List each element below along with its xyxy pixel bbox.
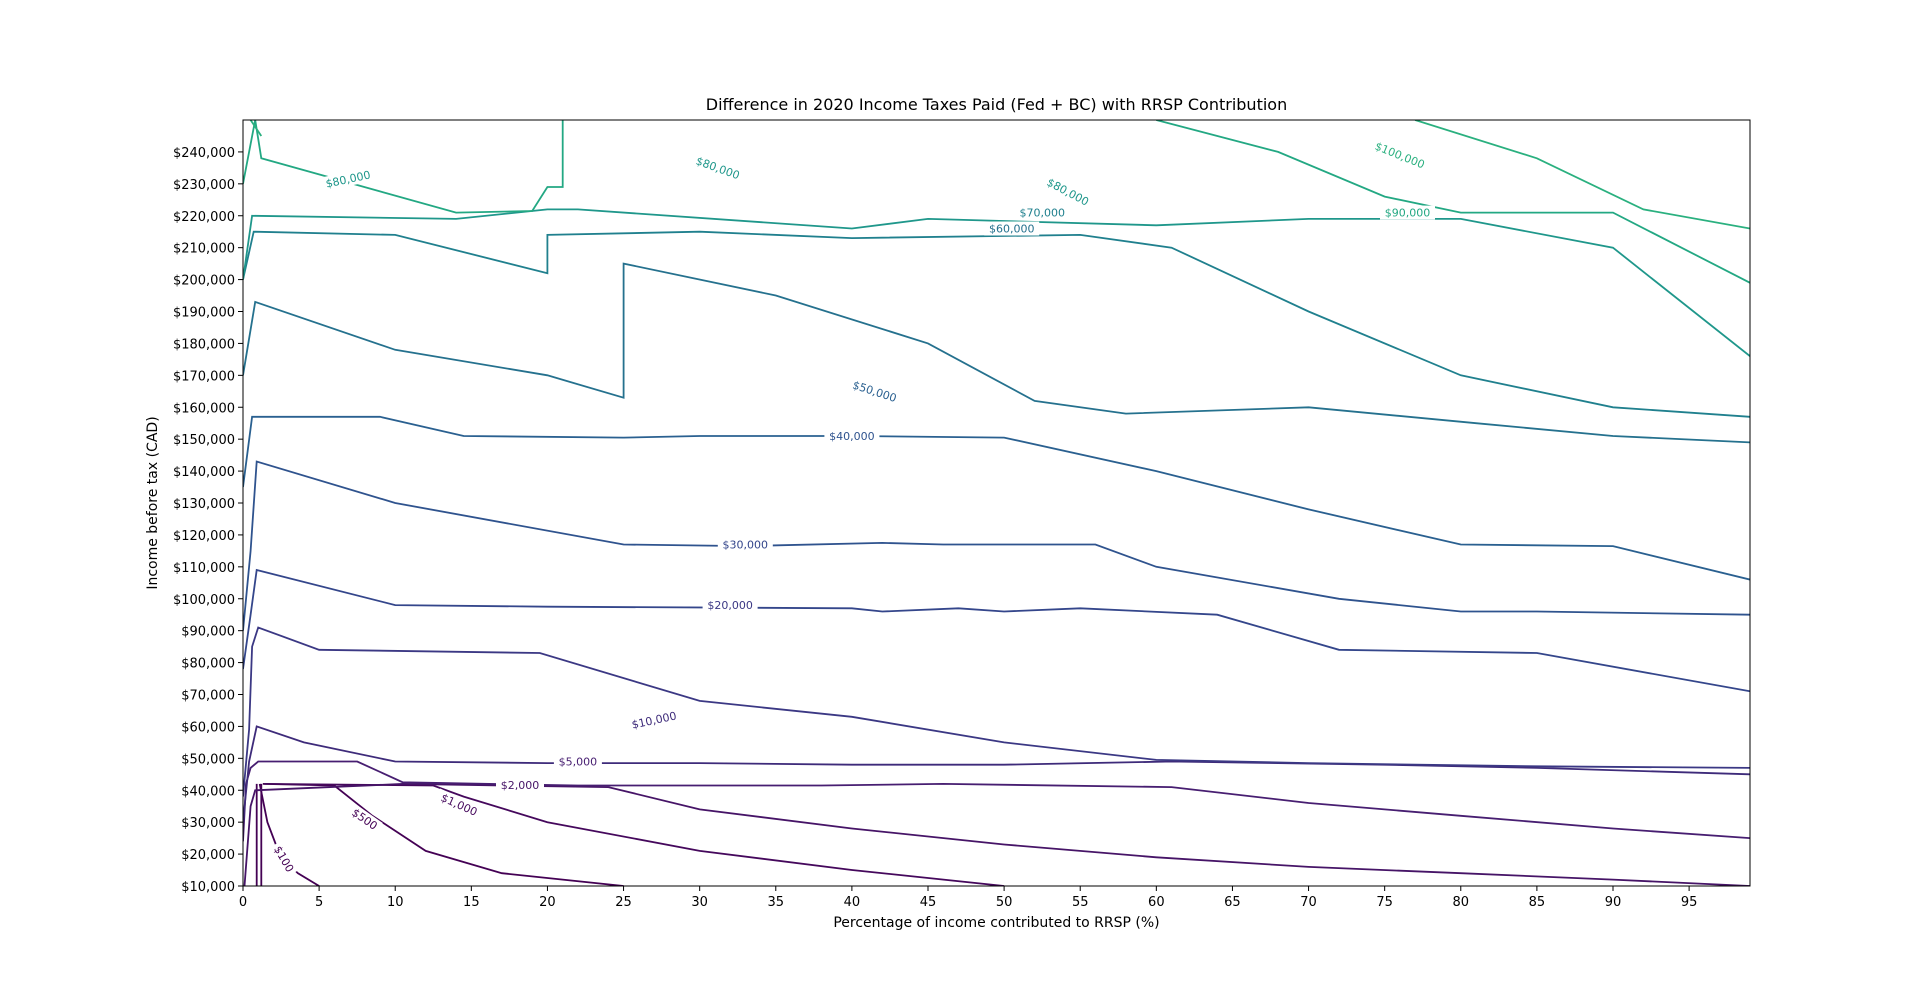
x-tick-label: 90 [1605, 895, 1622, 910]
x-tick-label: 45 [920, 895, 937, 910]
y-tick-label: $90,000 [181, 625, 235, 640]
x-tick-label: 20 [539, 895, 556, 910]
y-tick-label: $170,000 [173, 369, 235, 384]
y-tick-label: $140,000 [173, 465, 235, 480]
y-tick-label: $10,000 [181, 880, 235, 895]
x-tick-label: 95 [1681, 895, 1698, 910]
contour-label-9-0: $50,000 [851, 379, 898, 405]
contour-line-7-0 [243, 568, 1750, 693]
x-tick-label: 25 [615, 895, 632, 910]
contour-label-bg [625, 707, 683, 733]
x-tick-label: 40 [844, 895, 861, 910]
y-axis-label: Income before tax (CAD) [145, 416, 161, 589]
contour-line-11-0 [243, 230, 1750, 418]
x-tick-label: 55 [1072, 895, 1089, 910]
y-tick-label: $200,000 [173, 274, 235, 289]
contour-line-2-0 [264, 783, 1005, 886]
contour-label-11-0: $70,000 [1019, 207, 1065, 220]
contour-label-8-0: $40,000 [829, 430, 875, 443]
y-tick-label: $150,000 [173, 433, 235, 448]
y-tick-label: $50,000 [181, 752, 235, 767]
contour-label-bg [824, 429, 880, 443]
contour-line-3-0 [243, 782, 1750, 886]
chart-title: Difference in 2020 Income Taxes Paid (Fe… [706, 95, 1287, 114]
contour-label-12-2: $80,000 [1045, 176, 1091, 209]
y-tick-label: $160,000 [173, 401, 235, 416]
x-tick-label: 75 [1376, 895, 1393, 910]
contour-label-bg [319, 166, 377, 192]
contour-label-6-0: $20,000 [707, 599, 753, 612]
contour-label-10-0: $60,000 [989, 223, 1034, 236]
y-tick-label: $130,000 [173, 497, 235, 512]
contour-label-14-0: $100,000 [1373, 140, 1427, 172]
contour-line-14-1 [1414, 120, 1750, 230]
contour-line-6-0 [243, 626, 1750, 797]
x-tick-label: 65 [1224, 895, 1241, 910]
contour-label-bg [434, 788, 484, 821]
contour-label-bg [496, 777, 544, 792]
contour-label-bg [1380, 205, 1435, 220]
x-tick-label: 30 [691, 895, 708, 910]
x-tick-label: 10 [387, 895, 404, 910]
x-tick-label: 35 [768, 895, 785, 910]
x-tick-label: 50 [996, 895, 1013, 910]
y-tick-label: $230,000 [173, 178, 235, 193]
contour-label-bg [984, 221, 1040, 236]
contour-label-bg [702, 598, 758, 613]
y-tick-label: $240,000 [173, 146, 235, 161]
x-tick-label: 70 [1300, 895, 1317, 910]
contour-label-bg [689, 151, 747, 184]
x-tick-label: 0 [239, 895, 247, 910]
contour-label-bg [1368, 136, 1432, 174]
y-tick-label: $190,000 [173, 306, 235, 321]
contour-label-7-0: $30,000 [723, 539, 769, 552]
contour-line-10-0 [243, 262, 1750, 444]
contour-line-13-0 [243, 120, 564, 214]
contour-label-bg [553, 754, 602, 769]
contour-line-14-0 [249, 120, 263, 137]
contour-label-bg [717, 537, 773, 552]
contour-label-bg [1040, 172, 1096, 211]
contour-line-4-0 [243, 760, 1750, 842]
contour-label-bg [269, 840, 299, 878]
y-tick-label: $70,000 [181, 689, 235, 704]
y-tick-label: $80,000 [181, 657, 235, 672]
contour-label-3-0: $2,000 [501, 779, 540, 792]
y-tick-label: $100,000 [173, 593, 235, 608]
contour-label-13-0: $90,000 [1385, 207, 1431, 220]
contour-line-12-0 [243, 208, 1750, 357]
contour-label-12-1: $80,000 [694, 154, 741, 182]
y-tick-label: $40,000 [181, 784, 235, 799]
contour-line-8-0 [243, 460, 1750, 631]
y-tick-label: $110,000 [173, 561, 235, 576]
x-tick-label: 80 [1453, 895, 1470, 910]
x-tick-label: 85 [1529, 895, 1546, 910]
x-tick-label: 60 [1148, 895, 1165, 910]
y-tick-label: $20,000 [181, 848, 235, 863]
y-tick-label: $60,000 [181, 720, 235, 735]
contour-label-bg [1014, 205, 1070, 220]
contour-line-9-0 [243, 415, 1750, 581]
x-axis-label: Percentage of income contributed to RRSP… [833, 915, 1159, 931]
contour-line-13-1 [1156, 120, 1750, 284]
x-tick-label: 5 [315, 895, 323, 910]
y-tick-label: $30,000 [181, 816, 235, 831]
y-tick-label: $180,000 [173, 337, 235, 352]
contour-label-4-0: $5,000 [559, 756, 598, 769]
x-tick-label: 15 [463, 895, 480, 910]
y-tick-label: $120,000 [173, 529, 235, 544]
y-tick-label: $220,000 [173, 210, 235, 225]
contour-label-5-0: $10,000 [630, 709, 677, 731]
contour-label-bg [346, 803, 383, 835]
contour-label-0-0: $100 [271, 844, 296, 875]
y-tick-label: $210,000 [173, 242, 235, 257]
contour-label-bg [846, 376, 904, 407]
